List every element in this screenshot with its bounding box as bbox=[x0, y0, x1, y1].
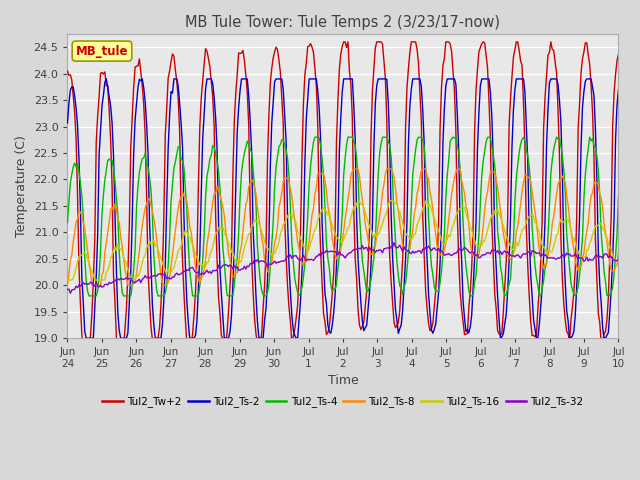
Title: MB Tule Tower: Tule Temps 2 (3/23/17-now): MB Tule Tower: Tule Temps 2 (3/23/17-now… bbox=[186, 15, 500, 30]
Y-axis label: Temperature (C): Temperature (C) bbox=[15, 135, 28, 237]
Text: MB_tule: MB_tule bbox=[76, 45, 128, 58]
Legend: Tul2_Tw+2, Tul2_Ts-2, Tul2_Ts-4, Tul2_Ts-8, Tul2_Ts-16, Tul2_Ts-32: Tul2_Tw+2, Tul2_Ts-2, Tul2_Ts-4, Tul2_Ts… bbox=[98, 392, 588, 411]
X-axis label: Time: Time bbox=[328, 374, 358, 387]
